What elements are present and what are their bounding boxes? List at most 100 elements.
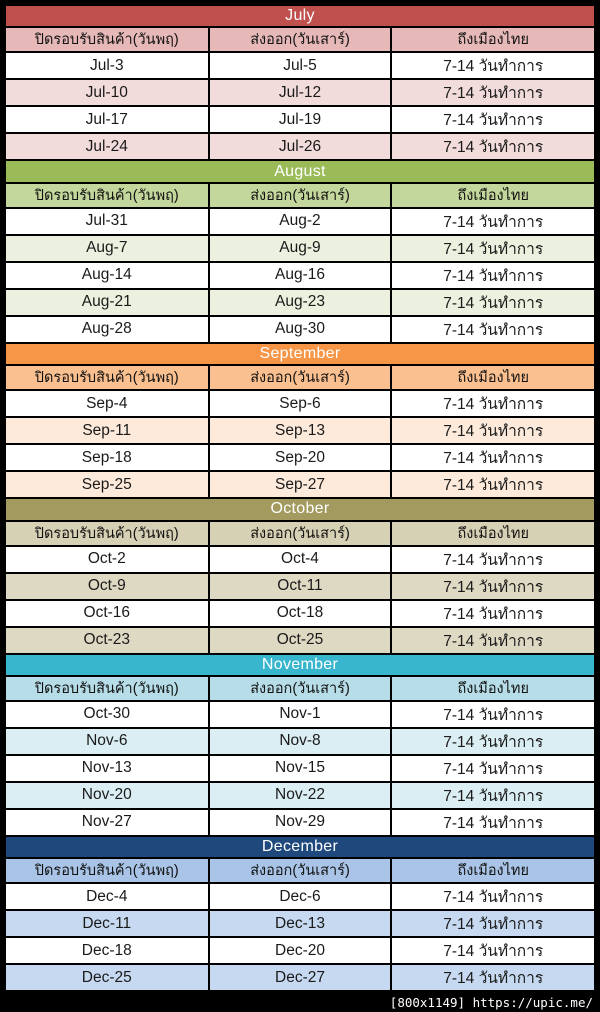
month-header-august: August [4, 159, 596, 184]
month-header-row: July [4, 3, 596, 29]
ship-date-cell: Jul-26 [207, 132, 393, 162]
ship-date-cell: Aug-9 [207, 233, 393, 263]
arrival-cell: 7-14 วันทำการ [390, 571, 596, 601]
column-header-1: ส่งออก(วันเสาร์) [207, 26, 393, 54]
column-header-2: ถึงเมืองไทย [390, 181, 596, 209]
column-header-row: ปิดรอบรับสินค้า(วันพฤ) ส่งออก(วันเสาร์) ถึ… [4, 857, 596, 885]
close-date-cell: Sep-11 [4, 416, 210, 446]
close-date-cell: Nov-6 [4, 726, 210, 756]
month-header-july: July [4, 3, 596, 29]
ship-date-cell: Dec-27 [207, 963, 393, 993]
close-date-cell: Dec-25 [4, 963, 210, 993]
close-date-cell: Jul-24 [4, 132, 210, 162]
arrival-cell: 7-14 วันทำการ [390, 51, 596, 81]
column-header-2: ถึงเมืองไทย [390, 519, 596, 547]
arrival-cell: 7-14 วันทำการ [390, 699, 596, 729]
column-header-row: ปิดรอบรับสินค้า(วันพฤ) ส่งออก(วันเสาร์) ถึ… [4, 26, 596, 54]
column-header-row: ปิดรอบรับสินค้า(วันพฤ) ส่งออก(วันเสาร์) ถึ… [4, 181, 596, 209]
ship-date-cell: Dec-6 [207, 882, 393, 912]
ship-date-cell: Aug-2 [207, 206, 393, 236]
arrival-cell: 7-14 วันทำการ [390, 963, 596, 993]
table-row: Jul-17 Jul-19 7-14 วันทำการ [4, 105, 596, 135]
arrival-cell: 7-14 วันทำการ [390, 598, 596, 628]
table-row: Oct-16 Oct-18 7-14 วันทำการ [4, 598, 596, 628]
arrival-cell: 7-14 วันทำการ [390, 909, 596, 939]
column-header-1: ส่งออก(วันเสาร์) [207, 674, 393, 702]
arrival-cell: 7-14 วันทำการ [390, 206, 596, 236]
close-date-cell: Oct-16 [4, 598, 210, 628]
arrival-cell: 7-14 วันทำการ [390, 780, 596, 810]
month-header-december: December [4, 834, 596, 860]
ship-date-cell: Sep-13 [207, 416, 393, 446]
close-date-cell: Aug-21 [4, 287, 210, 317]
table-row: Sep-18 Sep-20 7-14 วันทำการ [4, 443, 596, 473]
ship-date-cell: Aug-30 [207, 314, 393, 344]
month-header-row: November [4, 652, 596, 677]
close-date-cell: Dec-11 [4, 909, 210, 939]
column-header-0: ปิดรอบรับสินค้า(วันพฤ) [4, 26, 210, 54]
table-row: Oct-9 Oct-11 7-14 วันทำการ [4, 571, 596, 601]
column-header-0: ปิดรอบรับสินค้า(วันพฤ) [4, 519, 210, 547]
table-row: Dec-18 Dec-20 7-14 วันทำการ [4, 936, 596, 966]
ship-date-cell: Sep-6 [207, 389, 393, 419]
close-date-cell: Sep-4 [4, 389, 210, 419]
arrival-cell: 7-14 วันทำการ [390, 726, 596, 756]
arrival-cell: 7-14 วันทำการ [390, 314, 596, 344]
column-header-1: ส่งออก(วันเสาร์) [207, 181, 393, 209]
month-header-row: December [4, 834, 596, 860]
ship-date-cell: Sep-27 [207, 470, 393, 500]
column-header-0: ปิดรอบรับสินค้า(วันพฤ) [4, 181, 210, 209]
table-row: Sep-11 Sep-13 7-14 วันทำการ [4, 416, 596, 446]
table-row: Sep-25 Sep-27 7-14 วันทำการ [4, 470, 596, 500]
watermark: [800x1149] https://upic.me/ [4, 992, 596, 1012]
month-header-row: August [4, 159, 596, 184]
column-header-2: ถึงเมืองไทย [390, 364, 596, 392]
close-date-cell: Dec-4 [4, 882, 210, 912]
close-date-cell: Oct-30 [4, 699, 210, 729]
ship-date-cell: Dec-13 [207, 909, 393, 939]
ship-date-cell: Nov-29 [207, 807, 393, 837]
arrival-cell: 7-14 วันทำการ [390, 260, 596, 290]
column-header-0: ปิดรอบรับสินค้า(วันพฤ) [4, 857, 210, 885]
month-header-november: November [4, 652, 596, 677]
arrival-cell: 7-14 วันทำการ [390, 105, 596, 135]
ship-date-cell: Aug-16 [207, 260, 393, 290]
close-date-cell: Aug-14 [4, 260, 210, 290]
ship-date-cell: Nov-8 [207, 726, 393, 756]
ship-date-cell: Nov-1 [207, 699, 393, 729]
arrival-cell: 7-14 วันทำการ [390, 389, 596, 419]
table-row: Nov-13 Nov-15 7-14 วันทำการ [4, 753, 596, 783]
table-row: Oct-2 Oct-4 7-14 วันทำการ [4, 544, 596, 574]
close-date-cell: Sep-18 [4, 443, 210, 473]
ship-date-cell: Oct-4 [207, 544, 393, 574]
table-row: Nov-6 Nov-8 7-14 วันทำการ [4, 726, 596, 756]
table-row: Jul-3 Jul-5 7-14 วันทำการ [4, 51, 596, 81]
arrival-cell: 7-14 วันทำการ [390, 443, 596, 473]
column-header-1: ส่งออก(วันเสาร์) [207, 857, 393, 885]
close-date-cell: Nov-13 [4, 753, 210, 783]
month-header-september: September [4, 341, 596, 367]
ship-date-cell: Nov-15 [207, 753, 393, 783]
column-header-2: ถึงเมืองไทย [390, 674, 596, 702]
page: July ปิดรอบรับสินค้า(วันพฤ) ส่งออก(วันเสาร… [4, 3, 596, 1010]
arrival-cell: 7-14 วันทำการ [390, 78, 596, 108]
ship-date-cell: Oct-18 [207, 598, 393, 628]
ship-date-cell: Jul-12 [207, 78, 393, 108]
table-row: Aug-7 Aug-9 7-14 วันทำการ [4, 233, 596, 263]
column-header-1: ส่งออก(วันเสาร์) [207, 519, 393, 547]
column-header-row: ปิดรอบรับสินค้า(วันพฤ) ส่งออก(วันเสาร์) ถึ… [4, 364, 596, 392]
arrival-cell: 7-14 วันทำการ [390, 287, 596, 317]
close-date-cell: Aug-28 [4, 314, 210, 344]
table-row: Aug-21 Aug-23 7-14 วันทำการ [4, 287, 596, 317]
close-date-cell: Jul-31 [4, 206, 210, 236]
close-date-cell: Oct-9 [4, 571, 210, 601]
close-date-cell: Dec-18 [4, 936, 210, 966]
arrival-cell: 7-14 วันทำการ [390, 625, 596, 655]
table-row: Dec-4 Dec-6 7-14 วันทำการ [4, 882, 596, 912]
arrival-cell: 7-14 วันทำการ [390, 132, 596, 162]
table-row: Jul-24 Jul-26 7-14 วันทำการ [4, 132, 596, 162]
schedule-table-body: July ปิดรอบรับสินค้า(วันพฤ) ส่งออก(วันเสาร… [4, 3, 596, 993]
column-header-0: ปิดรอบรับสินค้า(วันพฤ) [4, 674, 210, 702]
column-header-1: ส่งออก(วันเสาร์) [207, 364, 393, 392]
table-row: Aug-28 Aug-30 7-14 วันทำการ [4, 314, 596, 344]
